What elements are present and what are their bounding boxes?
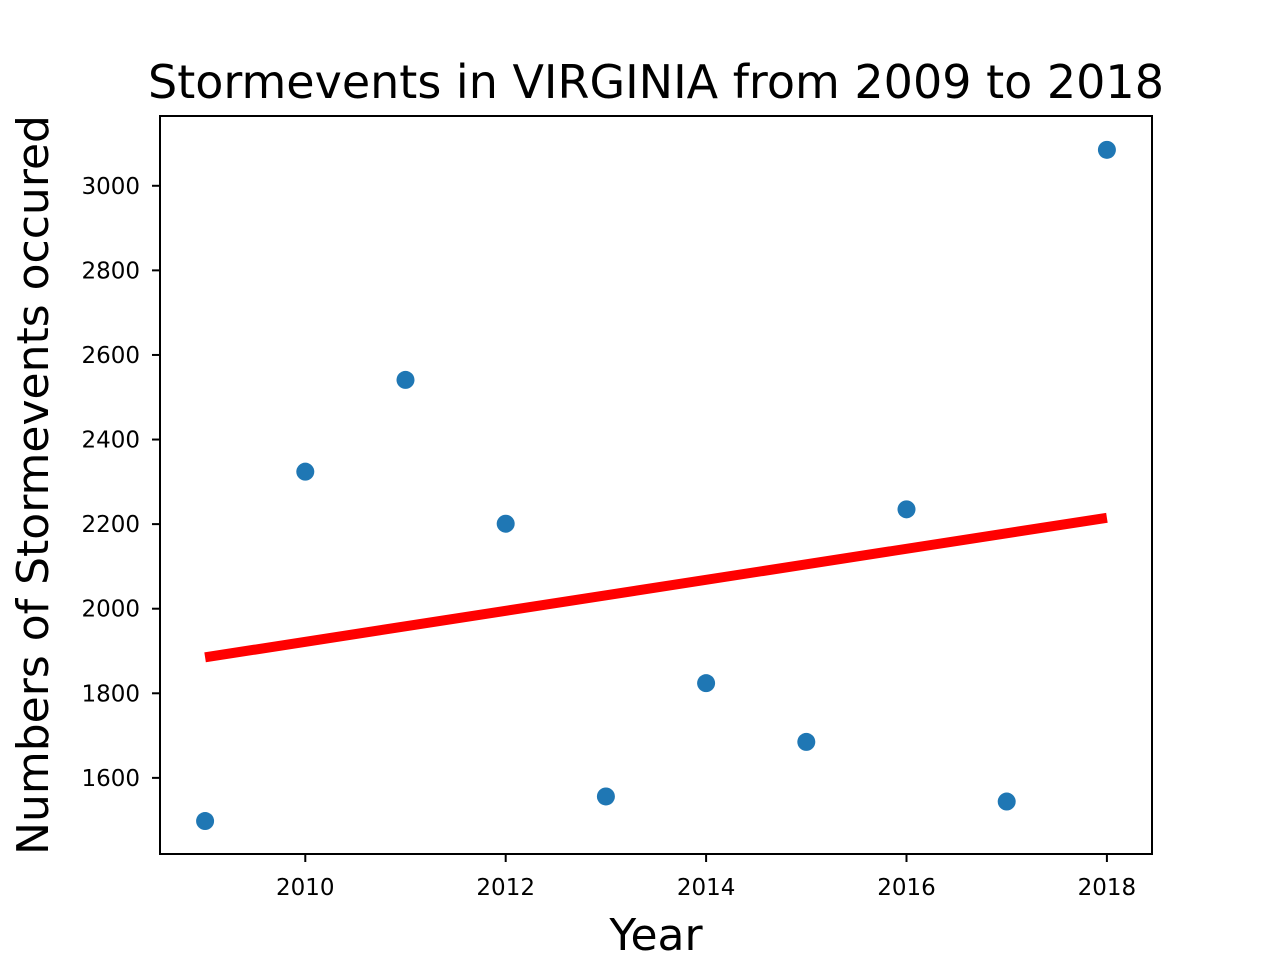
x-tick-label: 2014 bbox=[677, 875, 736, 901]
data-point bbox=[1097, 140, 1116, 159]
y-tick-label: 2400 bbox=[81, 428, 140, 454]
data-point bbox=[997, 792, 1016, 811]
data-point bbox=[496, 514, 515, 533]
y-axis-label: Numbers of Stormevents occured bbox=[8, 115, 59, 855]
y-tick-label: 1800 bbox=[81, 681, 140, 707]
x-tick-label: 2018 bbox=[1078, 875, 1137, 901]
plot-area bbox=[196, 140, 1116, 831]
y-tick-label: 1600 bbox=[81, 766, 140, 792]
y-tick-label: 2800 bbox=[81, 258, 140, 284]
data-point bbox=[697, 674, 716, 693]
trend-line bbox=[204, 512, 1108, 663]
plot-frame bbox=[159, 115, 1153, 855]
chart-title: Stormevents in VIRGINIA from 2009 to 201… bbox=[148, 55, 1164, 109]
data-point bbox=[596, 787, 615, 806]
y-tick-label: 2200 bbox=[81, 512, 140, 538]
y-tick-label: 2000 bbox=[81, 597, 140, 623]
data-point bbox=[797, 732, 816, 751]
x-tick-label: 2012 bbox=[476, 875, 535, 901]
data-point bbox=[897, 500, 916, 519]
data-point bbox=[296, 462, 315, 481]
x-tick-label: 2016 bbox=[877, 875, 936, 901]
data-point bbox=[396, 370, 415, 389]
y-tick-label: 2600 bbox=[81, 343, 140, 369]
y-tick-label: 3000 bbox=[81, 174, 140, 200]
x-tick-label: 2010 bbox=[276, 875, 335, 901]
x-axis-label: Year bbox=[608, 910, 703, 960]
data-point bbox=[196, 812, 215, 831]
axes: 2010 2012 2014 2016 2018 1600 1800 2000 2200 2400… bbox=[81, 115, 1153, 901]
